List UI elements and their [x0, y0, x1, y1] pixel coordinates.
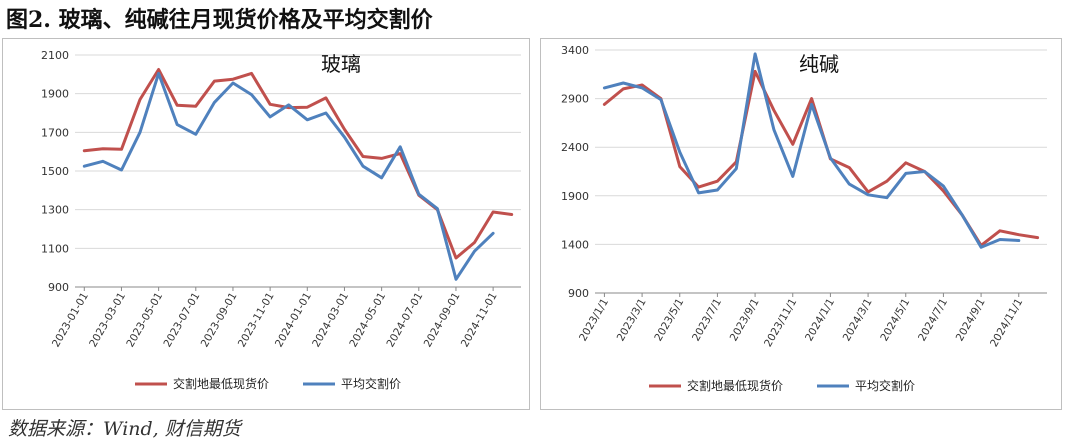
soda-ash-chart-panel: 900 1400 1900 2400 2900 3400 2023/1/1 2023/3/1 2…	[540, 38, 1062, 410]
x-tick-label: 2023-07-01	[161, 291, 202, 350]
y-tick-label: 900	[48, 281, 69, 294]
y-tick-label: 2400	[561, 141, 589, 154]
series-line-lowest-spot-price	[82, 68, 514, 260]
x-tick-label: 2024/5/1	[878, 297, 912, 344]
x-tick-label: 2023/9/1	[728, 297, 762, 344]
x-tick-label: 2023-01-01	[50, 291, 91, 350]
legend-label: 平均交割价	[341, 376, 401, 391]
x-tick-label: 2023/5/1	[652, 297, 686, 344]
glass-chart-panel: 900 1100 1300 1500 1700 1900 2100 2023-01-01 202…	[2, 38, 530, 410]
legend-label: 交割地最低现货价	[687, 378, 783, 393]
data-source-note: 数据来源：Wind, 财信期货	[8, 418, 241, 440]
legend-label: 平均交割价	[855, 378, 915, 393]
figure-title: 图2. 玻璃、纯碱往月现货价格及平均交割价	[6, 7, 433, 33]
x-tick-label: 2024-05-01	[347, 291, 388, 350]
y-tick-label: 1900	[41, 88, 69, 101]
x-tick-label: 2023-11-01	[236, 291, 277, 350]
y-tick-label: 2900	[561, 93, 589, 106]
x-tick-label: 2024-03-01	[310, 291, 351, 350]
x-tick-label: 2023/11/1	[762, 297, 799, 350]
series-line-average-delivery-price	[82, 71, 495, 281]
x-tick-label: 2024/11/1	[988, 297, 1025, 350]
x-tick-label: 2024/1/1	[803, 297, 837, 344]
x-tick-label: 2023/7/1	[690, 297, 724, 344]
x-tick-label: 2024-11-01	[459, 291, 500, 350]
y-tick-label: 900	[568, 287, 589, 300]
x-tick-label: 2024/7/1	[916, 297, 950, 344]
y-tick-label: 1400	[561, 238, 589, 251]
x-tick-label: 2024-07-01	[384, 291, 425, 350]
x-tick-label: 2024/9/1	[954, 297, 988, 344]
x-tick-label: 2024-09-01	[422, 291, 463, 350]
series-line-average-delivery-price	[602, 52, 1021, 249]
x-tick-label: 2023-03-01	[87, 291, 128, 350]
chart-title: 玻璃	[321, 52, 361, 76]
y-tick-label: 1500	[41, 165, 69, 178]
chart-title: 纯碱	[799, 52, 839, 76]
y-tick-label: 1100	[41, 242, 69, 255]
x-tick-label: 2023-05-01	[124, 291, 165, 350]
glass-chart: 9001100130015001700190021002023-01-01202…	[41, 49, 521, 391]
x-tick-label: 2023/3/1	[615, 297, 649, 344]
y-tick-label: 1700	[41, 126, 69, 139]
legend-label: 交割地最低现货价	[173, 376, 269, 391]
x-tick-label: 2024/3/1	[841, 297, 875, 344]
y-tick-label: 3400	[561, 44, 589, 57]
series-line-lowest-spot-price	[602, 69, 1040, 247]
y-tick-label: 2100	[41, 49, 69, 62]
y-tick-label: 1300	[41, 204, 69, 217]
x-tick-label: 2024-01-01	[273, 291, 314, 350]
x-tick-label: 2023/1/1	[577, 297, 611, 344]
x-tick-label: 2023-09-01	[199, 291, 240, 350]
y-tick-label: 1900	[561, 190, 589, 203]
